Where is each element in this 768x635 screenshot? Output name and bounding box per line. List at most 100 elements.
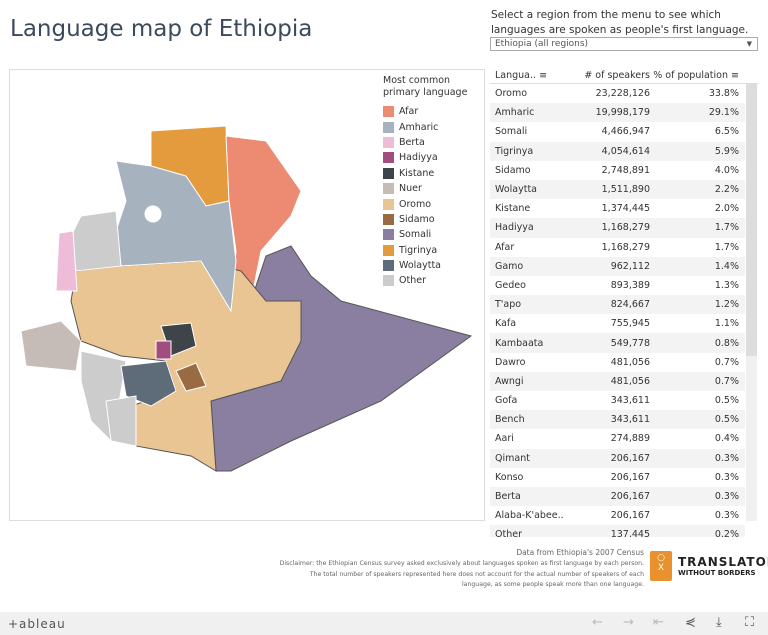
legend-item[interactable]: Berta (383, 135, 468, 150)
table-row[interactable]: Aari 274,889 0.4% (490, 429, 745, 448)
header-language[interactable]: Langua.. ≡ (495, 70, 548, 81)
revert-icon[interactable]: ⇤ (653, 615, 664, 630)
cell-speakers: 962,112 (610, 260, 650, 272)
table-header: Langua.. ≡ # of speakers % of population… (490, 68, 758, 84)
table-row[interactable]: Kambaata 549,778 0.8% (490, 333, 745, 353)
table-row[interactable]: Bench 343,611 0.5% (490, 410, 745, 430)
cell-percent: 0.7% (714, 375, 739, 387)
source-note: Data from Ethiopia's 2007 Census (516, 548, 644, 557)
legend-item[interactable]: Kistane (383, 166, 468, 181)
legend-item[interactable]: Afar (383, 104, 468, 119)
cell-language: Wolaytta (495, 184, 538, 196)
table-row[interactable]: T'apo 824,667 1.2% (490, 295, 745, 315)
cell-language: Tigrinya (495, 145, 534, 157)
legend-item[interactable]: Other (383, 273, 468, 288)
table-row[interactable]: Wolaytta 1,511,890 2.2% (490, 179, 745, 200)
cell-percent: 33.8% (708, 88, 739, 100)
redo-icon[interactable]: → (623, 615, 634, 630)
legend-label: Tigrinya (399, 244, 438, 256)
table-row[interactable]: Tigrinya 4,054,614 5.9% (490, 141, 745, 161)
table-row[interactable]: Gedeo 893,389 1.3% (490, 276, 745, 295)
cell-percent: 1.3% (714, 279, 739, 291)
region-hadiyya[interactable] (155, 340, 172, 360)
table-row[interactable]: Dawro 481,056 0.7% (490, 353, 745, 372)
tableau-logo[interactable]: +ableau (8, 616, 66, 631)
cell-language: Berta (495, 491, 521, 503)
table-row[interactable]: Alaba-K'abee.. 206,167 0.3% (490, 506, 745, 525)
legend-swatch (383, 213, 394, 225)
cell-language: Qimant (495, 452, 530, 464)
region-addis-ababa[interactable] (144, 205, 162, 223)
cell-speakers: 824,667 (610, 299, 650, 311)
region-select[interactable]: Ethiopia (all regions) ▼ (490, 37, 758, 51)
table-row[interactable]: Gamo 962,112 1.4% (490, 256, 745, 276)
table-row[interactable]: Oromo 23,228,126 33.8% (490, 84, 745, 103)
cell-percent: 5.9% (714, 145, 739, 157)
table-row[interactable]: Berta 206,167 0.3% (490, 486, 745, 507)
table-row[interactable]: Sidamo 2,748,891 4.0% (490, 161, 745, 180)
table-row[interactable]: Amharic 19,998,179 29.1% (490, 103, 745, 123)
header-speakers[interactable]: # of speakers (584, 70, 650, 81)
legend-label: Kistane (399, 167, 435, 179)
legend-item[interactable]: Oromo (383, 196, 468, 211)
cell-speakers: 549,778 (610, 337, 650, 349)
cell-language: Oromo (495, 88, 528, 100)
fullscreen-icon[interactable]: ⛶ (745, 615, 755, 630)
legend-item[interactable]: Tigrinya (383, 243, 468, 258)
map[interactable] (9, 69, 485, 521)
region-wolaytta[interactable] (120, 360, 177, 407)
cell-speakers: 481,056 (610, 356, 650, 368)
table-scrollbar[interactable] (746, 84, 757, 521)
share-icon[interactable]: ⋞ (685, 615, 696, 630)
cell-language: Kambaata (495, 337, 544, 349)
cell-speakers: 343,611 (610, 414, 650, 426)
legend-item[interactable]: Nuer (383, 181, 468, 196)
cell-language: Alaba-K'abee.. (495, 510, 564, 522)
tableau-toolbar: +ableau ← → ⇤ ⋞ ⤓ ⛶ (0, 612, 768, 635)
region-afar[interactable] (225, 135, 302, 312)
cell-language: Aari (495, 433, 514, 445)
legend-item[interactable]: Amharic (383, 119, 468, 134)
region-oromo[interactable] (70, 260, 302, 472)
download-icon[interactable]: ⤓ (716, 615, 722, 630)
region-other-south[interactable] (105, 395, 137, 447)
legend-item[interactable]: Wolaytta (383, 258, 468, 273)
legend-item[interactable]: Hadiyya (383, 150, 468, 165)
cell-language: Sidamo (495, 164, 531, 176)
cell-percent: 0.4% (714, 433, 739, 445)
table-row[interactable]: Kistane 1,374,445 2.0% (490, 199, 745, 218)
region-other-west[interactable] (70, 210, 122, 272)
legend-item[interactable]: Sidamo (383, 212, 468, 227)
region-sidamo[interactable] (175, 362, 207, 392)
ethiopia-map[interactable] (10, 70, 486, 522)
table-row[interactable]: Hadiyya 1,168,279 1.7% (490, 218, 745, 238)
cell-speakers: 206,167 (610, 452, 650, 464)
legend-swatch (383, 152, 394, 164)
legend-label: Hadiyya (399, 152, 438, 164)
table-row[interactable]: Qimant 206,167 0.3% (490, 448, 745, 468)
table-row[interactable]: Other 137,445 0.2% (490, 525, 745, 537)
table-row[interactable]: Gofa 343,611 0.5% (490, 391, 745, 410)
cell-language: Kistane (495, 203, 531, 215)
cell-speakers: 755,945 (610, 318, 650, 330)
table-row[interactable]: Konso 206,167 0.3% (490, 468, 745, 487)
cell-speakers: 2,748,891 (601, 164, 650, 176)
cell-percent: 0.3% (714, 452, 739, 464)
legend: Most common primary language Afar Amharic… (383, 75, 468, 289)
cell-percent: 0.5% (714, 414, 739, 426)
table-row[interactable]: Awngi 481,056 0.7% (490, 371, 745, 391)
cell-language: Kafa (495, 318, 517, 330)
page-title: Language map of Ethiopia (10, 16, 313, 42)
table-row[interactable]: Somali 4,466,947 6.5% (490, 122, 745, 141)
table-row[interactable]: Kafa 755,945 1.1% (490, 314, 745, 333)
scrollbar-thumb[interactable] (746, 84, 757, 356)
legend-item[interactable]: Somali (383, 227, 468, 242)
cell-language: Bench (495, 414, 525, 426)
region-berta[interactable] (55, 230, 78, 292)
header-percent[interactable]: % of population ≡ (653, 70, 739, 81)
region-nuer[interactable] (20, 320, 82, 372)
table-row[interactable]: Afar 1,168,279 1.7% (490, 238, 745, 257)
cell-percent: 0.3% (714, 491, 739, 503)
cell-percent: 0.3% (714, 471, 739, 483)
undo-icon[interactable]: ← (592, 615, 603, 630)
